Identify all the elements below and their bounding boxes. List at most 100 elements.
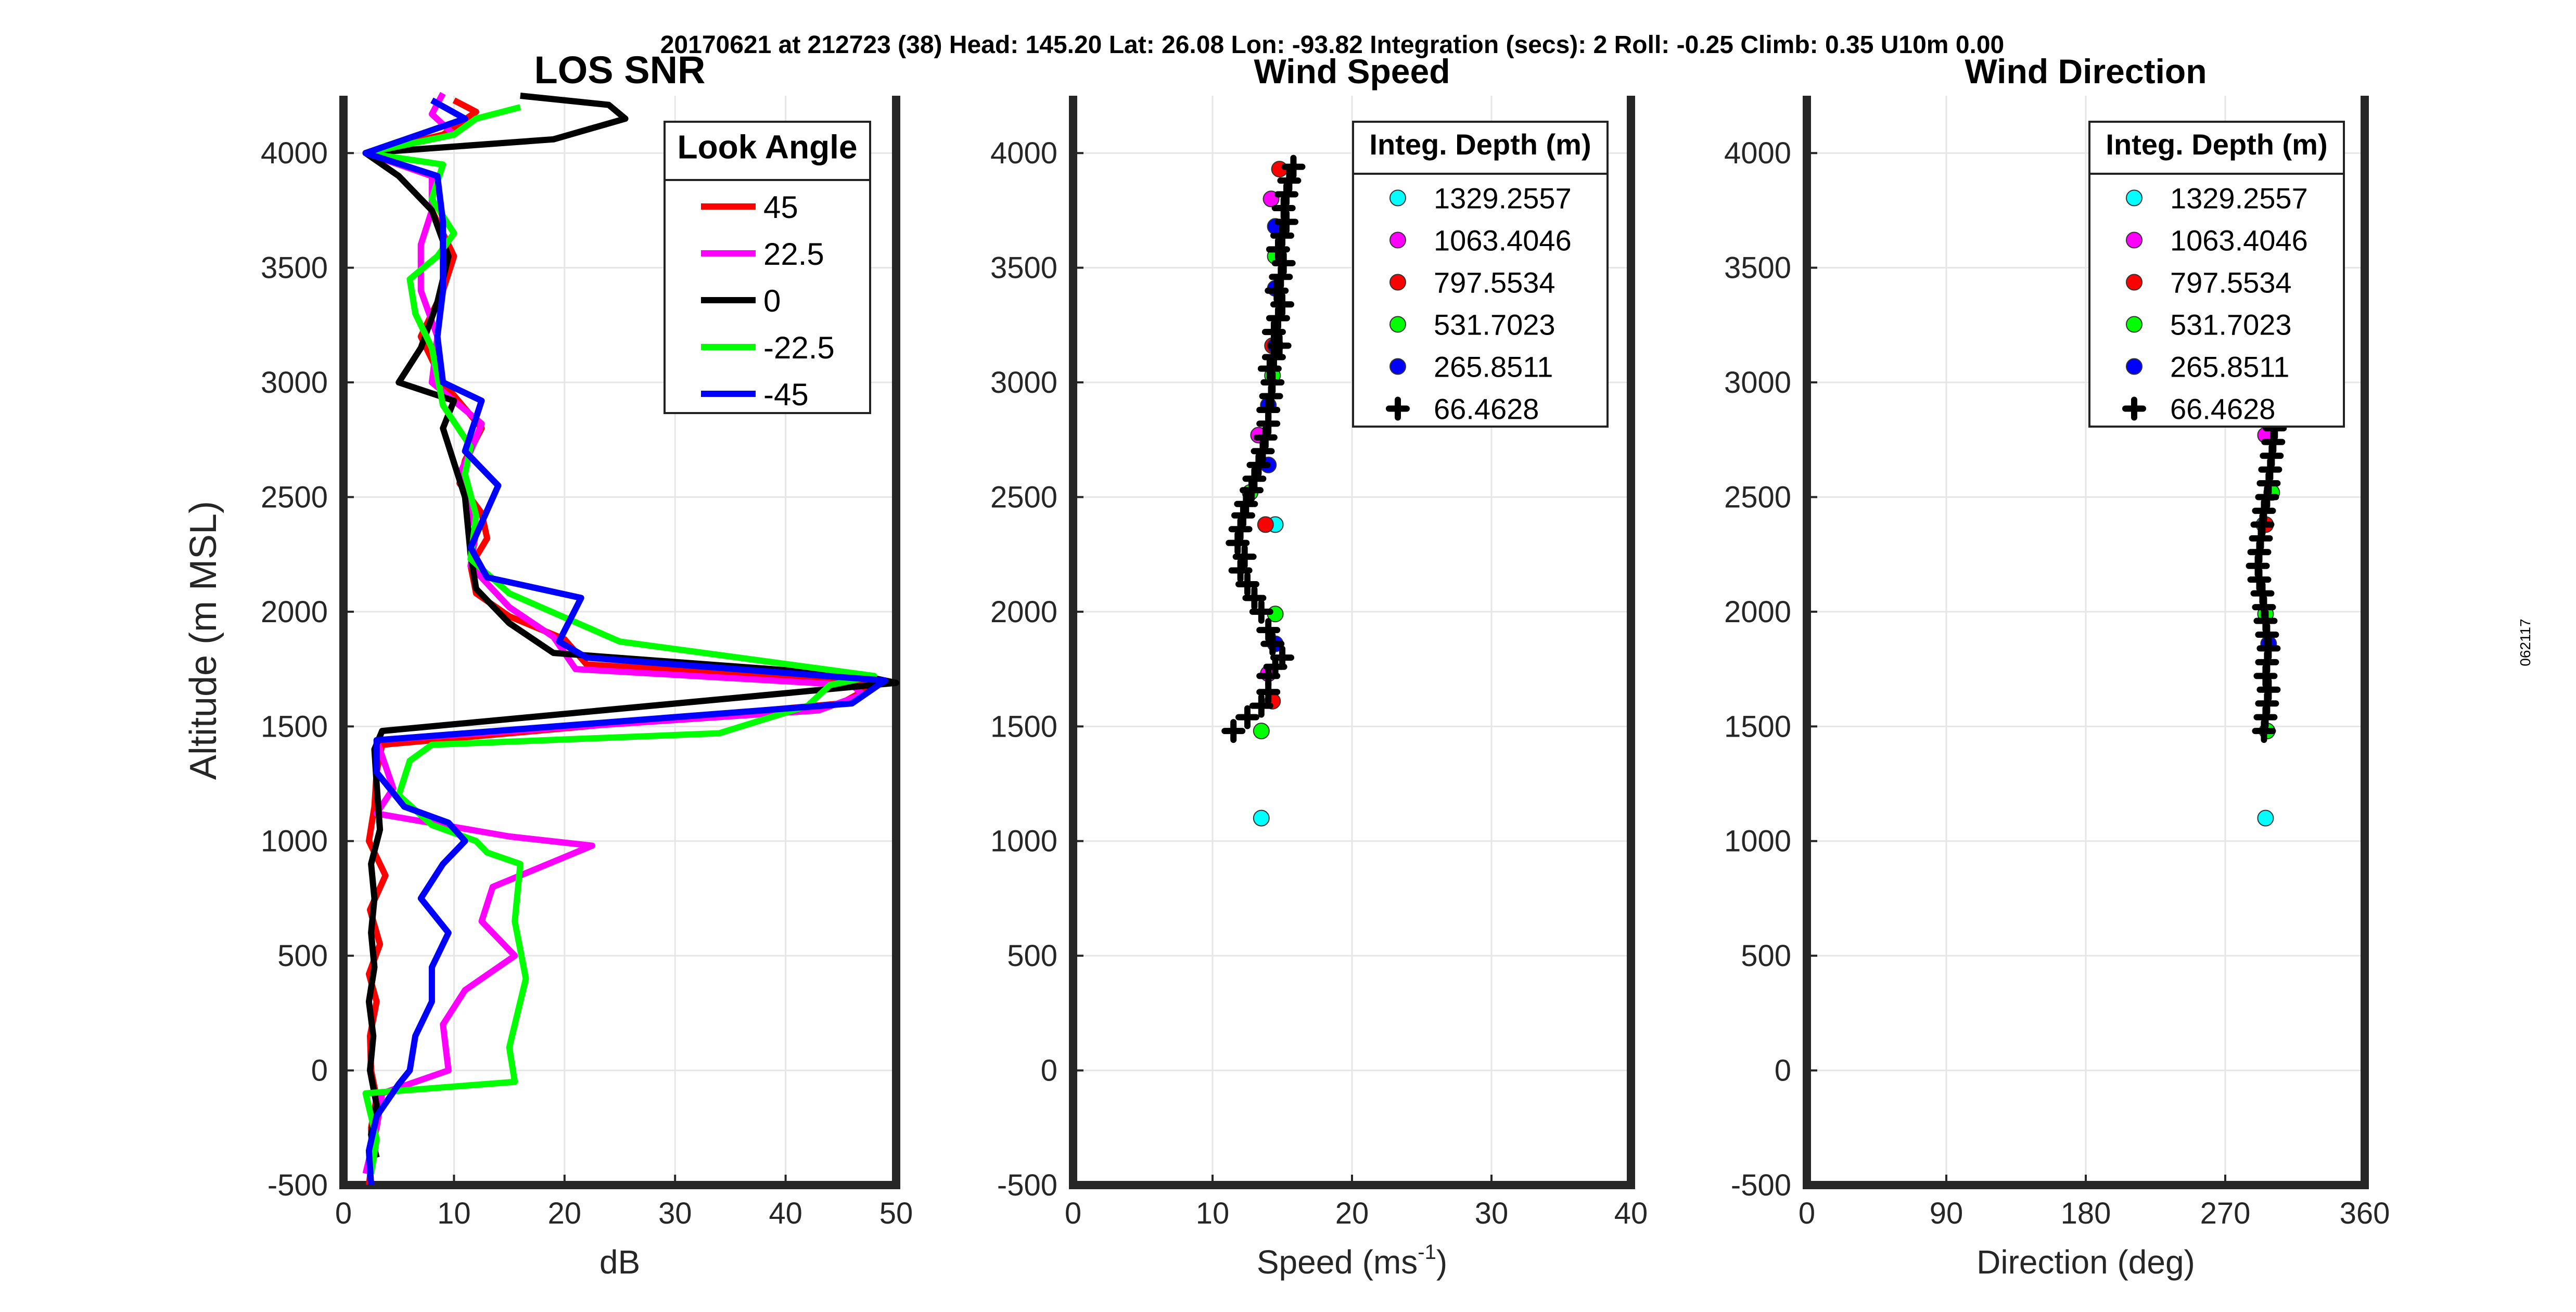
y-tick-label: 0 [311,1054,328,1088]
data-point [1249,693,1273,718]
x-axis-label: dB [600,1243,640,1281]
y-tick-label: 3500 [261,251,328,285]
data-point [1256,618,1281,642]
x-tick-label: 0 [1799,1197,1815,1230]
y-tick-label: 2000 [261,595,328,629]
y-tick-label: 3000 [1724,366,1791,400]
legend-title: Integ. Depth (m) [2106,128,2327,161]
legend: Integ. Depth (m) 1329.2557 1063.4046 797.55… [2088,121,2345,428]
y-tick-label: -500 [1731,1168,1791,1202]
data-point [1253,723,1270,740]
data-point [1253,809,1270,827]
y-tick-label: 500 [1741,939,1791,973]
data-point [2257,809,2274,827]
data-point [1271,251,1296,275]
x-tick-label: 90 [1930,1197,1963,1230]
legend-label: 1329.2557 [1434,182,1572,215]
data-point [1234,492,1258,516]
data-point [1235,705,1259,729]
legend-swatch [1389,189,1406,207]
legend-label: 1063.4046 [2170,224,2308,257]
data-point [1249,599,1273,624]
data-point [1228,558,1253,583]
data-point [1257,356,1282,381]
y-tick-label: 1500 [261,710,328,743]
chart-title: Wind Speed [1254,52,1450,91]
y-tick-label: 2000 [1724,595,1791,629]
data-point [1257,516,1274,533]
x-tick-label: 180 [2061,1197,2111,1230]
series-line--45 [362,97,888,1185]
y-tick-label: 1000 [261,825,328,858]
y-tick-label: -500 [997,1168,1057,1202]
legend-swatch [1386,396,1410,421]
legend-swatch [1389,316,1406,333]
legend-label: 265.8511 [1434,351,1553,383]
x-tick-label: 10 [1196,1197,1230,1230]
legend-box [1352,121,1609,428]
data-point [1270,646,1294,670]
panel-2: 0 90 180 270 360-500050010001500200025003000… [1724,52,2390,1281]
legend-swatch [1389,274,1406,291]
data-layer [362,92,899,1185]
figure-header: 20170621 at 212723 (38) Head: 145.20 Lat… [660,31,2005,59]
data-point [1266,237,1290,262]
legend-label: -45 [763,377,809,412]
data-point [1277,169,1302,193]
data-point [1281,155,1306,179]
legend-label: 45 [763,190,798,225]
x-axis-label-superscript: -1 [1418,1241,1436,1264]
data-point [1261,320,1286,344]
y-tick-label: 0 [1041,1054,1057,1088]
x-tick-label: 0 [335,1197,352,1230]
legend-swatch [1389,358,1406,375]
panel-1: 0 10 20 30 40-500050010001500200025003000350… [990,52,1648,1281]
legend-swatch [2122,396,2146,421]
legend-label: 66.4628 [2170,393,2275,426]
chart-title: Wind Direction [1965,52,2207,91]
legend-label: 531.7023 [2170,308,2292,341]
y-tick-label: 4000 [261,136,328,170]
x-tick-label: 30 [1475,1197,1509,1230]
legend-label: 66.4628 [1434,393,1539,426]
x-tick-label: 20 [548,1197,582,1230]
side-label: 062117 [2517,619,2533,666]
legend-swatch [2126,316,2143,333]
y-tick-label: 1500 [990,710,1057,743]
series-line-0 [362,93,899,1159]
legend-label: 22.5 [763,237,824,272]
x-tick-label: 10 [437,1197,471,1230]
x-tick-label: 40 [1614,1197,1648,1230]
data-point [1246,453,1271,477]
legend-label: 531.7023 [1434,308,1555,341]
data-point [1242,586,1267,610]
x-axis-label: Speed (ms-1) [1257,1241,1447,1281]
y-tick-label: 3500 [990,251,1057,285]
series-line-22.5 [362,92,866,1175]
y-tick-label: 3000 [990,366,1057,400]
x-tick-label: 40 [769,1197,802,1230]
data-point [1267,333,1292,358]
data-point [1260,632,1285,656]
data-point [1265,278,1289,303]
y-tick-label: 2000 [990,595,1057,629]
legend-swatch [1389,231,1406,249]
data-point [1232,545,1257,569]
panel-0: 0 10 20 30 40 50-5000500100015002000250030003… [183,48,913,1281]
y-tick-label: 1000 [1724,825,1791,858]
y-tick-label: 2500 [261,480,328,514]
legend-swatch [2126,358,2143,375]
chart-title: LOS SNR [534,48,706,92]
data-layer [1221,155,1306,827]
legend-box [664,121,871,414]
x-tick-label: 0 [1065,1197,1081,1230]
y-tick-label: -500 [267,1168,328,1202]
legend-label: 1329.2557 [2170,182,2308,215]
y-tick-label: 500 [277,939,328,973]
x-tick-label: 20 [1335,1197,1369,1230]
data-point [1266,306,1290,330]
data-point [1270,223,1294,248]
legend-label: 265.8511 [2170,351,2289,383]
y-tick-label: 500 [1007,939,1057,973]
